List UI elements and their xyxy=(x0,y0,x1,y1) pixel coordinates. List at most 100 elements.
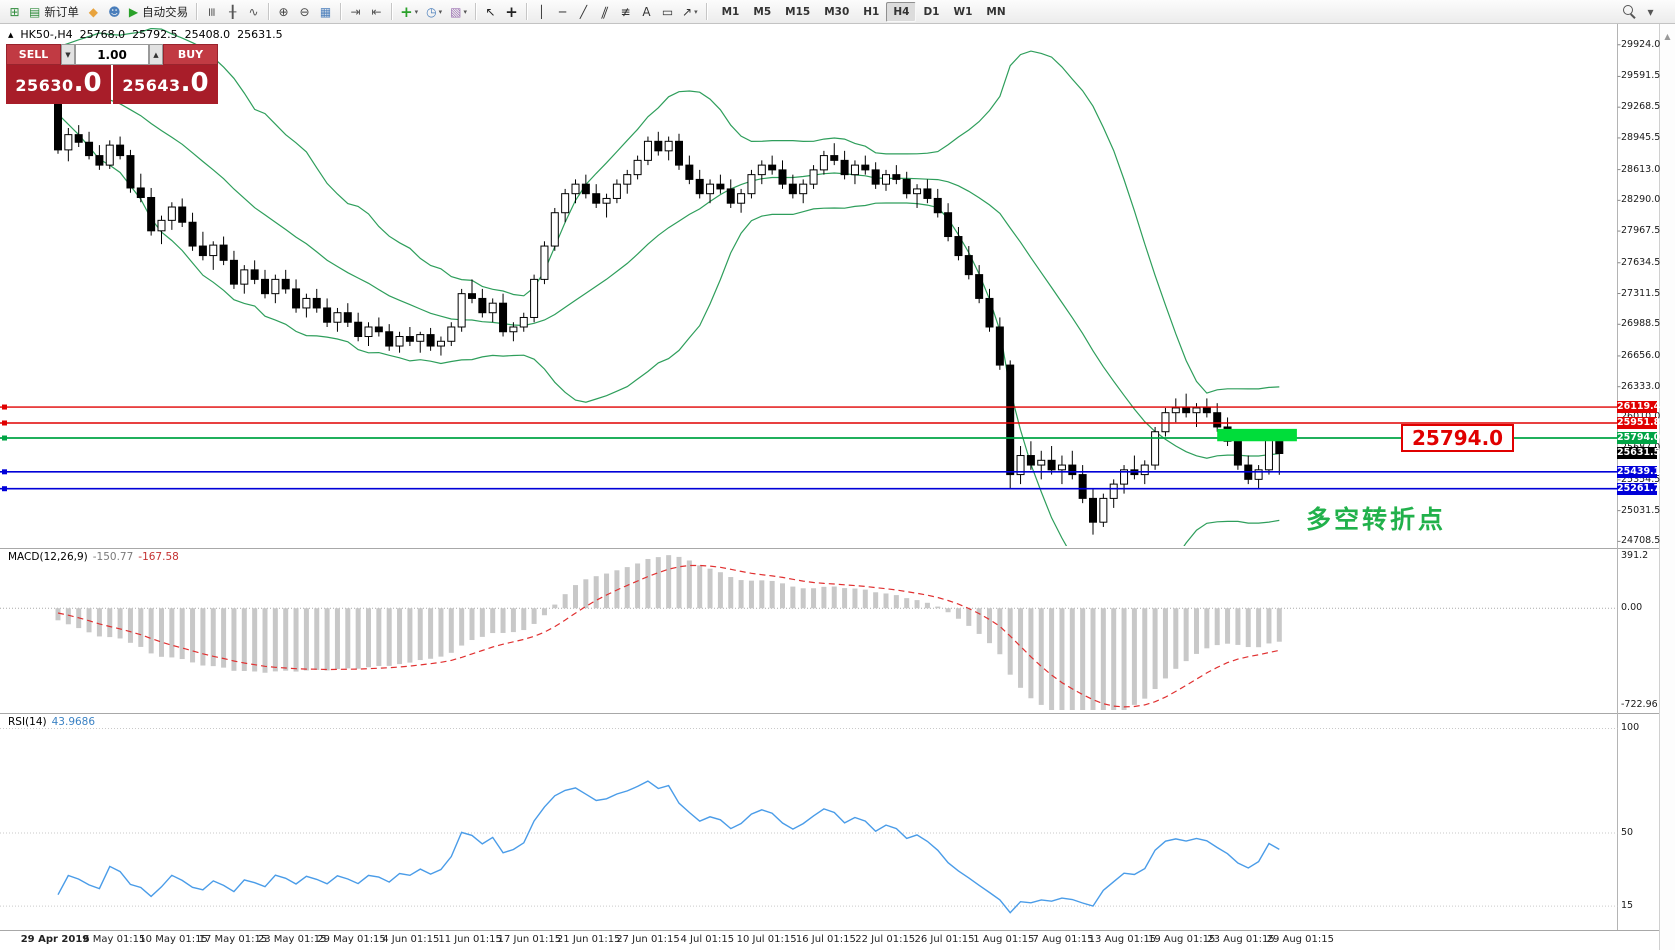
timeframe-h4-button[interactable]: H4 xyxy=(886,1,917,22)
hline-handle[interactable] xyxy=(2,420,7,426)
time-axis-label: 29 Apr 2019 xyxy=(20,934,90,945)
trendline-button[interactable]: ╱ xyxy=(573,2,594,22)
hline-handle[interactable] xyxy=(2,435,7,441)
price-axis-tick: 26656.0 xyxy=(1621,349,1661,361)
metaeditor-button[interactable]: ◆ xyxy=(83,2,104,22)
time-axis-label: 21 Jun 01:15 xyxy=(556,934,621,945)
sell-button[interactable]: SELL xyxy=(6,44,61,65)
macd-panel xyxy=(0,555,1618,710)
bar-chart-icon: ≡ xyxy=(204,6,219,17)
new-order-button[interactable]: ▤ 新订单 xyxy=(25,2,83,22)
time-axis-label: 22 Jul 01:15 xyxy=(855,934,916,945)
scrollbar-up-icon[interactable]: ▲ xyxy=(1664,32,1671,41)
price-axis-tick: 27967.5 xyxy=(1621,225,1661,237)
chart-shift-button[interactable]: ⇤ xyxy=(366,2,387,22)
price-tag: 25951.8 xyxy=(1617,416,1661,429)
dropdown-arrow-icon: ▾ xyxy=(694,7,698,16)
community-button[interactable]: ☻ xyxy=(104,2,125,22)
timeframe-m15-button[interactable]: M15 xyxy=(785,5,811,18)
lot-increase-button[interactable]: ▲ xyxy=(149,44,163,65)
arrows-dropdown[interactable]: ↗ ▾ xyxy=(678,2,702,22)
time-axis-label: 10 May 01:15 xyxy=(139,934,208,945)
timeframe-w1-button[interactable]: W1 xyxy=(953,5,973,18)
buy-price-main: 25643 xyxy=(122,76,181,95)
price-axis-tick: 26988.5 xyxy=(1621,318,1661,330)
autotrading-button-label: 自动交易 xyxy=(142,4,189,19)
trendline-icon: ╱ xyxy=(579,4,588,19)
chart-symbol-period: HK50-,H4 xyxy=(20,28,73,41)
auto-scroll-button[interactable]: ⇥ xyxy=(345,2,366,22)
lot-decrease-button[interactable]: ▼ xyxy=(61,44,75,65)
metaeditor-icon: ◆ xyxy=(88,4,98,19)
horizontal-line-button[interactable]: ─ xyxy=(552,2,573,22)
highlight-rectangle[interactable] xyxy=(1217,428,1297,442)
hline-handle[interactable] xyxy=(2,469,7,475)
time-axis-label: 29 May 01:15 xyxy=(317,934,386,945)
text-icon: A xyxy=(642,4,651,19)
timeframe-h1-button[interactable]: H1 xyxy=(863,5,880,18)
toolbar-separator xyxy=(196,3,198,20)
zoom-in-button[interactable]: ⊕ xyxy=(273,2,294,22)
dropdown-arrow-icon: ▾ xyxy=(414,7,419,16)
price-axis-tick: 26333.0 xyxy=(1621,380,1661,392)
zoom-out-button[interactable]: ⊖ xyxy=(294,2,315,22)
rsi-axis-label: 15 xyxy=(1621,900,1634,912)
candlestick-chart-button[interactable]: ╂ xyxy=(222,2,243,22)
arrows-icon: ↗ xyxy=(682,4,693,19)
buy-price-pips: .0 xyxy=(180,68,209,98)
timeframe-mn-button[interactable]: MN xyxy=(986,5,1006,18)
buy-button[interactable]: BUY xyxy=(163,44,218,65)
new-chart-button[interactable]: ⊞ xyxy=(4,2,25,22)
zoom-out-icon: ⊖ xyxy=(299,4,310,19)
toolbar-right-group: ▾ xyxy=(1619,2,1661,22)
toolbar-separator xyxy=(526,3,528,20)
price-tag: 25631.5 xyxy=(1617,447,1661,460)
search-button[interactable] xyxy=(1619,2,1640,22)
lot-size-input[interactable] xyxy=(75,44,149,65)
crosshair-button[interactable]: + xyxy=(501,2,522,22)
vertical-line-icon: │ xyxy=(537,4,546,19)
timeframe-d1-button[interactable]: D1 xyxy=(923,5,940,18)
autotrading-button[interactable]: ▶ 自动交易 xyxy=(125,2,192,22)
price-tag: 25794.0 xyxy=(1617,432,1661,445)
timeframe-m1-button[interactable]: M1 xyxy=(721,5,740,18)
chart-low-value: 25408.0 xyxy=(184,28,231,41)
price-level-callout[interactable]: 25794.0 xyxy=(1401,424,1515,452)
label-button[interactable]: ▭ xyxy=(657,2,678,22)
macd-axis-label: 0.00 xyxy=(1621,602,1643,614)
timeframe-m30-button[interactable]: M30 xyxy=(824,5,850,18)
periods-dropdown[interactable]: ◷ ▾ xyxy=(422,2,446,22)
channel-icon: ∥ xyxy=(598,4,611,19)
buy-price-display[interactable]: 25643.0 xyxy=(113,65,218,104)
hline-handle[interactable] xyxy=(2,404,7,410)
time-axis-label: 17 May 01:15 xyxy=(198,934,268,945)
cursor-button[interactable]: ↖ xyxy=(480,2,501,22)
chart-marker-icon: ▲ xyxy=(8,30,14,39)
templates-dropdown[interactable]: ▧ ▾ xyxy=(446,2,471,22)
tile-windows-button[interactable]: ▦ xyxy=(315,2,336,22)
candlestick-chart-icon: ╂ xyxy=(228,4,237,19)
timeframe-m5-button[interactable]: M5 xyxy=(753,5,772,18)
price-axis-tick: 27311.5 xyxy=(1621,287,1661,299)
vertical-scrollbar[interactable]: ▲ xyxy=(1659,24,1675,950)
channel-button[interactable]: ∥ xyxy=(594,2,615,22)
vertical-line-button[interactable]: │ xyxy=(531,2,552,22)
zoom-in-icon: ⊕ xyxy=(278,4,289,19)
candles-layer xyxy=(54,92,1284,535)
chart-open-value: 25768.0 xyxy=(79,28,126,41)
bar-chart-button[interactable]: ≡ xyxy=(201,2,222,22)
horizontal-line-icon: ─ xyxy=(558,4,567,19)
toolbar-overflow-button[interactable]: ▾ xyxy=(1640,2,1661,22)
text-button[interactable]: A xyxy=(636,2,657,22)
line-chart-button[interactable]: ∿ xyxy=(243,2,264,22)
toolbar-overflow-icon: ▾ xyxy=(1647,4,1654,19)
hline-handle[interactable] xyxy=(2,486,7,492)
fibonacci-button[interactable]: ≢ xyxy=(615,2,636,22)
price-axis-tick: 25354.5 xyxy=(1621,473,1661,485)
time-axis-label: 13 Aug 01:15 xyxy=(1088,934,1157,945)
indicators-dropdown[interactable]: + ▾ xyxy=(396,2,422,22)
sell-price-display[interactable]: 25630.0 xyxy=(6,65,111,104)
sell-price-pips: .0 xyxy=(73,68,102,98)
chart-canvas[interactable] xyxy=(0,24,1675,950)
